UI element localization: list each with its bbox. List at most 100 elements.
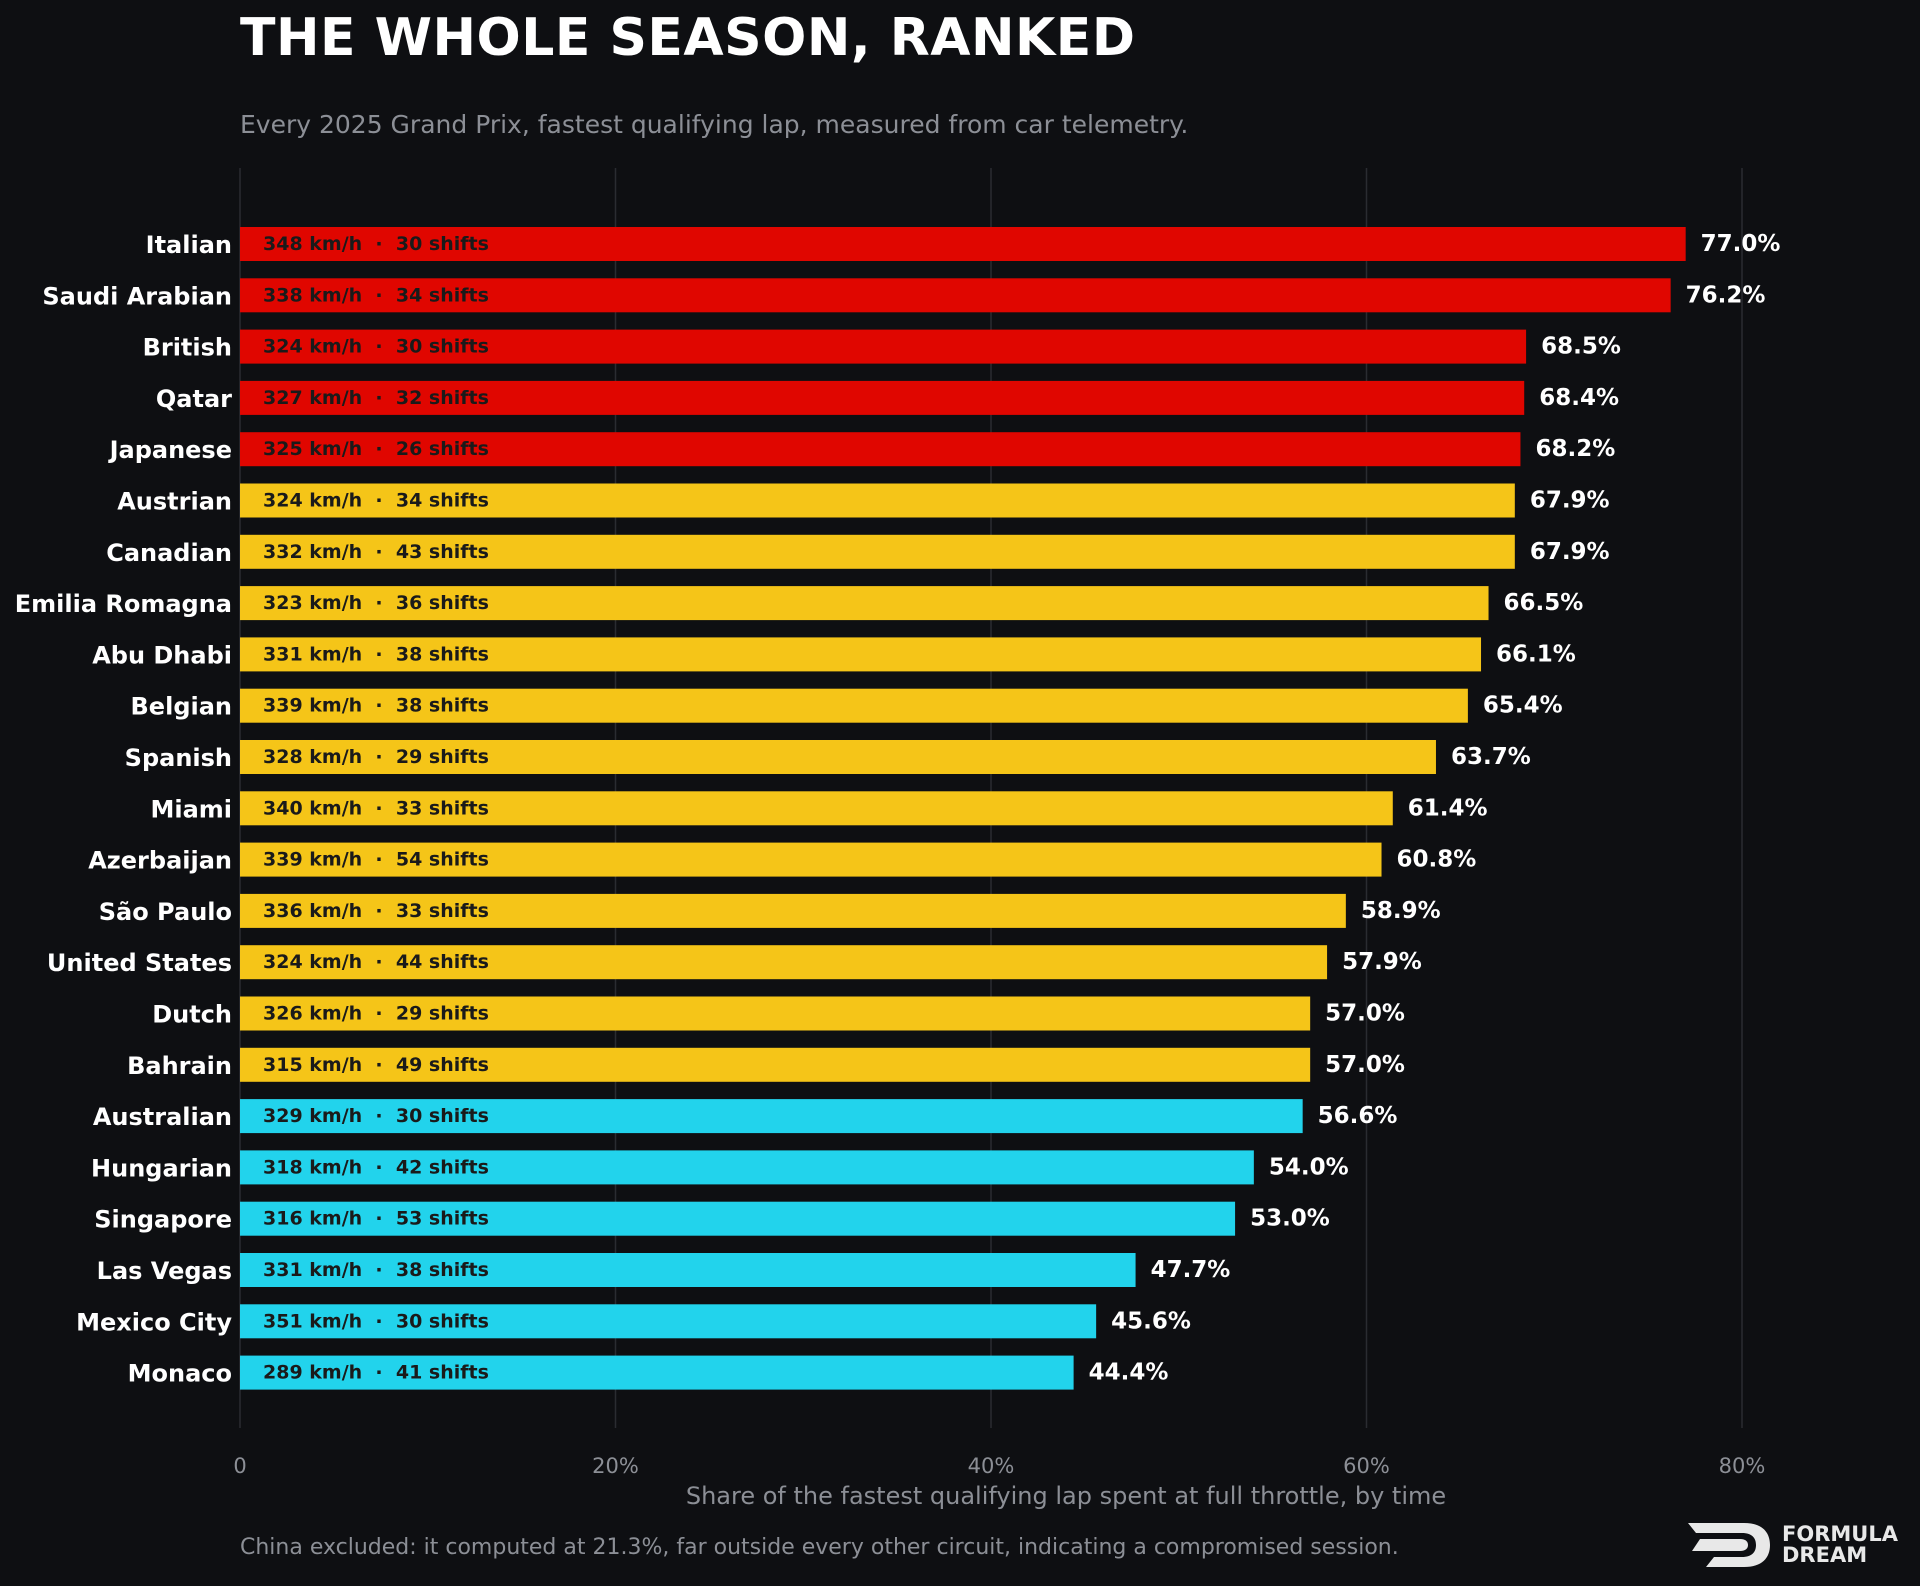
category-label: Miami: [150, 795, 232, 823]
bar-annotation: 328 km/h · 29 shifts: [263, 746, 489, 768]
bar: [240, 1355, 1074, 1390]
bar-annotation: 340 km/h · 33 shifts: [263, 797, 489, 819]
bar: [240, 483, 1515, 518]
category-label: Bahrain: [127, 1052, 232, 1080]
category-label: Japanese: [108, 436, 232, 464]
bar: [240, 893, 1346, 928]
bar: [240, 945, 1328, 980]
category-label: Qatar: [156, 385, 232, 413]
x-tick-label: 20%: [592, 1454, 639, 1478]
chart-title: THE WHOLE SEASON, RANKED: [240, 8, 1136, 68]
chart-subtitle: Every 2025 Grand Prix, fastest qualifyin…: [240, 110, 1189, 139]
value-label: 45.6%: [1111, 1308, 1191, 1334]
bar: [240, 586, 1489, 621]
bar-annotation: 331 km/h · 38 shifts: [263, 643, 489, 665]
value-label: 61.4%: [1408, 795, 1488, 821]
category-label: Monaco: [128, 1360, 232, 1388]
value-label: 57.9%: [1342, 949, 1422, 975]
value-label: 67.9%: [1530, 539, 1610, 565]
value-label: 77.0%: [1701, 231, 1781, 257]
category-label: Abu Dhabi: [92, 641, 232, 669]
bar: [240, 432, 1521, 467]
bar: [240, 329, 1527, 364]
bar-annotation: 316 km/h · 53 shifts: [263, 1208, 489, 1230]
value-label: 57.0%: [1325, 1052, 1405, 1078]
value-label: 76.2%: [1686, 282, 1766, 308]
bar: [240, 791, 1393, 826]
category-label: Emilia Romagna: [15, 590, 232, 618]
x-tick-label: 80%: [1719, 1454, 1766, 1478]
bar-annotation: 289 km/h · 41 shifts: [263, 1362, 489, 1384]
category-label: Australian: [93, 1103, 232, 1131]
bar: [240, 1047, 1311, 1082]
category-label: São Paulo: [99, 898, 232, 926]
bar: [240, 534, 1515, 569]
bar-annotation: 336 km/h · 33 shifts: [263, 900, 489, 922]
bar-annotation: 326 km/h · 29 shifts: [263, 1003, 489, 1025]
bar: [240, 688, 1468, 723]
value-label: 63.7%: [1451, 744, 1531, 770]
value-label: 53.0%: [1250, 1206, 1330, 1232]
category-label: Saudi Arabian: [42, 282, 232, 310]
category-label: Austrian: [117, 488, 232, 516]
bar-annotation: 338 km/h · 34 shifts: [263, 284, 489, 306]
category-label: Mexico City: [76, 1308, 232, 1336]
bar: [240, 227, 1686, 261]
logo-line-1: FORMULA: [1782, 1522, 1898, 1546]
category-label: United States: [47, 949, 232, 977]
value-label: 65.4%: [1483, 693, 1563, 719]
formula-dream-logo-text: FORMULA DREAM: [1782, 1524, 1898, 1566]
value-label: 54.0%: [1269, 1154, 1349, 1180]
value-label: 58.9%: [1361, 898, 1441, 924]
bar-annotation: 329 km/h · 30 shifts: [263, 1105, 489, 1127]
bar-annotation: 324 km/h · 44 shifts: [263, 951, 489, 973]
value-label: 67.9%: [1530, 488, 1610, 514]
bar: [240, 1099, 1303, 1134]
bar-annotation: 327 km/h · 32 shifts: [263, 387, 489, 409]
value-label: 47.7%: [1151, 1257, 1231, 1283]
bar: [240, 842, 1382, 877]
bar: [240, 380, 1525, 415]
formula-dream-logo-icon: [1688, 1523, 1770, 1567]
value-label: 56.6%: [1318, 1103, 1398, 1129]
x-tick-label: 40%: [968, 1454, 1015, 1478]
x-tick-labels: 0 20% 40% 60% 80%: [233, 1454, 1765, 1478]
bar-annotation: 332 km/h · 43 shifts: [263, 541, 489, 563]
bar-annotation: 315 km/h · 49 shifts: [263, 1054, 489, 1076]
bar: [240, 740, 1436, 774]
bar-annotation: 339 km/h · 38 shifts: [263, 695, 489, 717]
category-label: Canadian: [106, 539, 232, 567]
bar: [240, 637, 1482, 672]
category-label: Las Vegas: [97, 1257, 232, 1285]
bar-annotation: 339 km/h · 54 shifts: [263, 849, 489, 871]
bar: [240, 1253, 1136, 1287]
bar-annotation: 323 km/h · 36 shifts: [263, 592, 489, 614]
bar: [240, 278, 1671, 313]
value-label: 66.1%: [1496, 641, 1576, 667]
bar: [240, 1150, 1254, 1185]
value-label: 44.4%: [1089, 1360, 1169, 1386]
formula-dream-logo: FORMULA DREAM: [1684, 1520, 1914, 1570]
category-label: Belgian: [131, 693, 232, 721]
x-tick-label: 60%: [1343, 1454, 1390, 1478]
bar-annotation: 318 km/h · 42 shifts: [263, 1156, 489, 1178]
value-label: 68.5%: [1541, 334, 1621, 360]
bar-annotation: 331 km/h · 38 shifts: [263, 1259, 489, 1281]
value-label: 68.4%: [1539, 385, 1619, 411]
footnote: China excluded: it computed at 21.3%, fa…: [240, 1535, 1399, 1560]
x-axis-label: Share of the fastest qualifying lap spen…: [686, 1482, 1446, 1510]
value-label: 68.2%: [1535, 436, 1615, 462]
bar-annotation: 325 km/h · 26 shifts: [263, 438, 489, 460]
x-tick-label: 0: [233, 1454, 246, 1478]
bars: Italian 348 km/h · 30 shifts 77.0% Saudi Ar…: [15, 227, 1781, 1390]
bar-annotation: 351 km/h · 30 shifts: [263, 1310, 489, 1332]
bar: [240, 996, 1311, 1031]
bar: [240, 1304, 1097, 1339]
value-label: 66.5%: [1504, 590, 1584, 616]
bar: [240, 1201, 1236, 1236]
category-label: Dutch: [152, 1001, 232, 1029]
bar-annotation: 324 km/h · 30 shifts: [263, 336, 489, 358]
bar-annotation: 324 km/h · 34 shifts: [263, 490, 489, 512]
category-label: Hungarian: [91, 1154, 232, 1182]
